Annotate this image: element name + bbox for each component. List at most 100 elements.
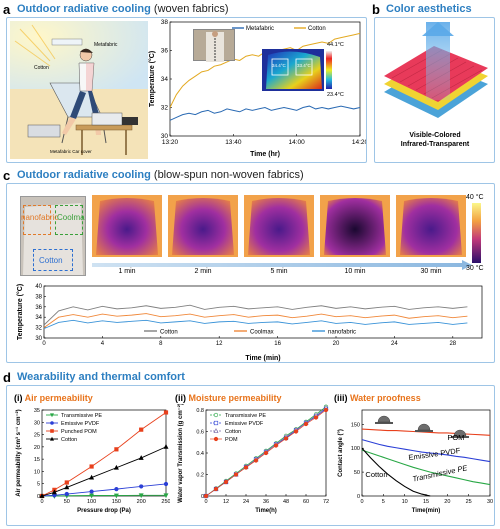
panel-c-colorbar xyxy=(472,203,481,263)
y-tick-label: 34 xyxy=(161,76,169,83)
x-tick-label: 36 xyxy=(263,499,269,505)
data-point-transmissive-pe xyxy=(113,493,119,499)
data-point-transmissive-pe xyxy=(138,493,144,499)
sub-iii-title: (iii) Water proofness xyxy=(334,393,421,403)
y-tick-label: 35 xyxy=(34,408,40,414)
plot-frame xyxy=(43,285,483,339)
chart-d-ii-svg: 0 0.2 0.4 0.6 0.8 0 12 24 36 48 60 72 Time(h) Water v… xyxy=(177,404,329,514)
thermal-image-4 xyxy=(320,195,390,257)
data-point-cotton xyxy=(64,484,70,490)
data-point-cotton xyxy=(163,444,169,449)
y-tick-label: 40 xyxy=(35,284,42,290)
x-tick-label: 13:40 xyxy=(225,139,242,146)
legend-marker xyxy=(213,436,219,442)
y-tick-label: 0.4 xyxy=(196,451,204,457)
data-point-emissive-pvdf xyxy=(114,487,119,492)
plot-frame xyxy=(41,409,167,497)
thermal-time-4: 10 min xyxy=(344,268,366,275)
label-car-cover: Metafabric Car cover xyxy=(50,149,92,154)
droplet-icon xyxy=(453,429,467,437)
x-tick-label: 100 xyxy=(87,499,96,505)
series-label-pvdf: Emissive PVDF xyxy=(408,446,461,462)
x-tick-label: 50 xyxy=(64,499,70,505)
y-tick-label: 0.2 xyxy=(196,473,204,479)
data-point-cotton xyxy=(89,474,95,480)
legend-label: Coolmax xyxy=(250,330,274,336)
x-axis-label: Time(h) xyxy=(255,508,277,514)
x-tick-label: 48 xyxy=(283,499,289,505)
series-line-emissive-pvdf xyxy=(361,439,491,463)
legend-marker xyxy=(50,421,54,425)
data-point-cotton xyxy=(138,455,144,460)
x-tick-label: 16 xyxy=(274,341,281,347)
legend-label: Emissive PVDF xyxy=(61,421,100,427)
thermal-time-1: 1 min xyxy=(118,268,136,275)
data-point-punched-pom xyxy=(64,480,69,485)
thermal-time-2: 2 min xyxy=(194,268,212,275)
legend-label: Punched POM xyxy=(61,429,97,435)
x-tick-label: 200 xyxy=(137,499,146,505)
legend-marker xyxy=(213,420,219,426)
y-tick-label: 25 xyxy=(34,433,40,439)
legend-marker xyxy=(213,412,219,418)
droplet-substrate xyxy=(415,430,433,432)
data-point-emissive-pvdf xyxy=(163,481,169,487)
legend-marker xyxy=(213,428,219,433)
chart-d-i-svg: 0 5 10 15 20 25 30 35 0 50 100 150 200 250 Pressure dr… xyxy=(15,408,170,514)
data-point-pom xyxy=(223,479,229,485)
x-axis-label: Time(min) xyxy=(412,508,441,514)
sub-ii-title: (ii) Moisture permeability xyxy=(175,393,282,403)
x-tick-label: 72 xyxy=(323,499,329,505)
legend-marker xyxy=(50,436,54,441)
panel-d-title: Wearability and thermal comfort xyxy=(17,371,185,383)
data-point-pom xyxy=(303,421,309,427)
data-point-pom xyxy=(313,415,319,420)
x-tick-label: 20 xyxy=(333,341,340,347)
nano-region xyxy=(23,205,51,235)
time-arrow xyxy=(92,260,472,270)
legend-label: Cotton xyxy=(61,437,77,443)
legend-label: Transmissive PE xyxy=(61,413,102,419)
panel-d-frame xyxy=(6,385,495,526)
x-tick-label: 250 xyxy=(161,499,170,505)
thermal-time-labels: 1 min 2 min 5 min 10 min 30 min xyxy=(92,268,472,278)
data-point-emissive-pvdf xyxy=(89,489,94,494)
data-point-pom xyxy=(213,486,219,492)
y-tick-label: 30 xyxy=(34,420,40,426)
x-tick-label: 15 xyxy=(423,499,429,505)
cotton-region xyxy=(33,249,73,271)
data-point-pom xyxy=(263,450,269,456)
beach-illustration: Cotton Metafabric Metafabric Car cover xyxy=(10,21,148,159)
label-cotton: Cotton xyxy=(34,65,49,71)
data-point-transmissive-pe xyxy=(163,493,169,499)
photo-label-cotton: Cotton xyxy=(39,256,63,265)
thermal-time-5: 30 min xyxy=(420,268,442,275)
inset-photo xyxy=(193,29,235,62)
data-point-pom xyxy=(293,429,299,434)
data-point-pom xyxy=(203,493,209,499)
y-tick-label: 0 xyxy=(201,494,204,500)
series-line-nanofabric xyxy=(43,319,468,330)
thermal-max-label: 44.1°C xyxy=(327,42,344,48)
y-axis-label: Air permeability (cm³ s⁻¹ cm⁻²) xyxy=(15,409,22,496)
data-point-punched-pom xyxy=(114,447,119,452)
x-tick-label: 14:20 xyxy=(352,139,366,146)
photo-label-coolmax: Coolmax xyxy=(57,213,86,222)
x-tick-label: 14:00 xyxy=(289,139,306,146)
y-tick-label: 32 xyxy=(161,105,169,112)
x-tick-label: 8 xyxy=(159,341,163,347)
y-tick-label: 50 xyxy=(354,470,360,476)
x-tick-label: 24 xyxy=(243,499,249,505)
coolmax-region xyxy=(55,205,83,235)
legend-label: Cotton xyxy=(225,429,241,435)
x-tick-label: 20 xyxy=(444,499,450,505)
y-tick-label: 150 xyxy=(351,422,360,428)
panel-a-letter: a xyxy=(3,2,11,17)
photo-label-nano: nanofabric xyxy=(21,213,59,222)
y-tick-label: 10 xyxy=(34,469,40,475)
legend-marker xyxy=(50,429,54,433)
y-tick-label: 36 xyxy=(35,305,42,311)
panel-c-title: Outdoor radiative cooling (blow-spun non… xyxy=(17,169,304,181)
data-point-pom xyxy=(323,407,329,413)
data-point-pom xyxy=(233,472,239,477)
